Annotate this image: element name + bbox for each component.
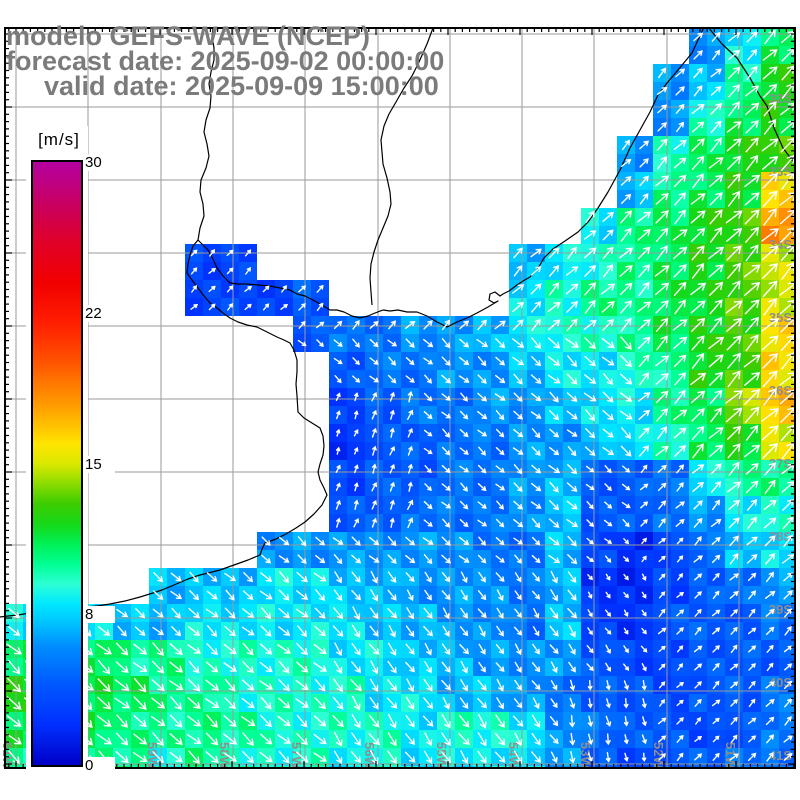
longitude-label: 52W — [651, 742, 666, 769]
longitude-label: 51W — [723, 742, 738, 769]
latitude-label: 38S — [769, 529, 792, 544]
map-frame — [4, 27, 796, 769]
graticule: 61W 60W 59W 58W 57W 56W 55W 54W 53W 52W 51W32S33S3… — [0, 28, 795, 769]
latitude-label: 39S — [769, 602, 792, 617]
longitude-label: 55W — [434, 742, 449, 769]
longitude-label: 61W — [0, 742, 15, 769]
latitude-label: 34S — [769, 237, 792, 252]
coastline — [0, 26, 796, 618]
latitude-label: 36S — [769, 383, 792, 398]
longitude-label: 53W — [578, 742, 593, 769]
latitude-label: 33S — [769, 164, 792, 179]
longitude-label: 57W — [289, 742, 304, 769]
longitude-label: 58W — [217, 742, 232, 769]
longitude-label: 59W — [145, 742, 160, 769]
longitude-label: 56W — [362, 742, 377, 769]
longitude-label: 54W — [506, 742, 521, 769]
wave-height-cells — [5, 28, 795, 768]
